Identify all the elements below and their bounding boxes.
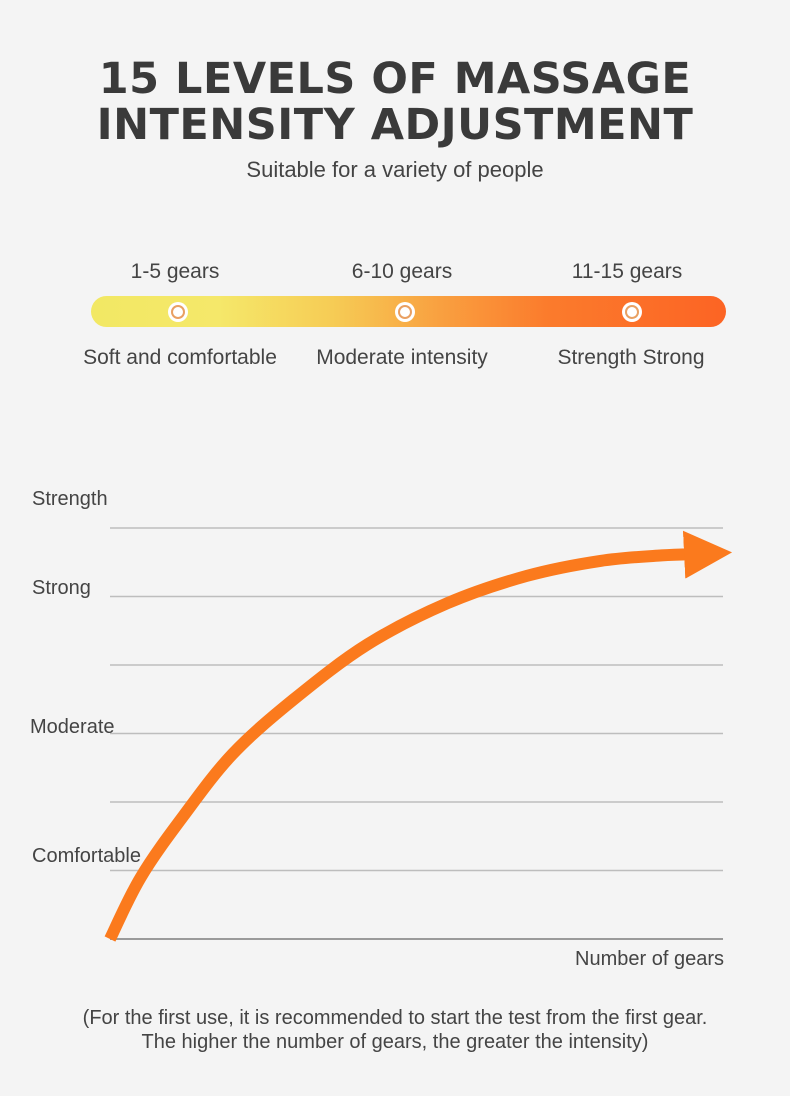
grid-lines bbox=[110, 528, 723, 939]
marker-circle-icon bbox=[622, 302, 642, 322]
gear-desc-moderate: Moderate intensity bbox=[282, 346, 522, 370]
y-label-moderate: Moderate bbox=[30, 716, 115, 738]
gear-desc-soft: Soft and comfortable bbox=[60, 346, 300, 370]
footnote-line-1: (For the first use, it is recommended to… bbox=[0, 1007, 790, 1030]
intensity-curve-chart: Strength Strong Moderate Comfortable Num… bbox=[0, 470, 790, 980]
gear-label-11-15: 11-15 gears bbox=[507, 260, 747, 284]
y-label-comfortable: Comfortable bbox=[32, 845, 141, 867]
gear-label-6-10: 6-10 gears bbox=[282, 260, 522, 284]
footnote-line-2: The higher the number of gears, the grea… bbox=[0, 1031, 790, 1054]
title-line-2: INTENSITY ADJUSTMENT bbox=[0, 100, 790, 150]
marker-circle-icon bbox=[395, 302, 415, 322]
gear-desc-strong: Strength Strong bbox=[511, 346, 751, 370]
subtitle: Suitable for a variety of people bbox=[0, 157, 790, 183]
intensity-curve-arrow bbox=[110, 554, 699, 939]
y-label-strong: Strong bbox=[32, 577, 91, 599]
x-axis-label: Number of gears bbox=[575, 948, 724, 970]
title-line-1: 15 LEVELS OF MASSAGE bbox=[0, 54, 790, 104]
marker-circle-icon bbox=[168, 302, 188, 322]
y-label-strength: Strength bbox=[32, 488, 108, 510]
gear-label-1-5: 1-5 gears bbox=[55, 260, 295, 284]
